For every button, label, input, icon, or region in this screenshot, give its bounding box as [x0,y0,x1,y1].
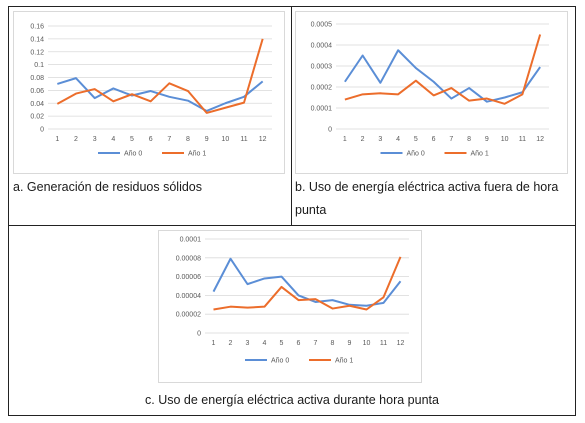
x-tick-label: 11 [380,340,387,347]
chart-c-box: 0 0.00002 0.00004 0.00006 0.00008 0.0001 1 2 3 4 5… [158,230,422,383]
y-tick-label: 0.06 [30,88,44,95]
x-tick-label: 8 [331,340,335,347]
series-line-ano0 [57,77,264,112]
y-tick-label: 0.0001 [180,237,202,244]
x-tick-label: 11 [240,136,247,143]
x-tick-label: 6 [297,340,301,347]
chart-a: 00.020.040.060.080.10.120.140.161 2 3 4 5 6 7 8… [30,24,272,158]
legend-label: Año 0 [271,358,289,365]
y-tick-label: 0.14 [30,36,44,43]
panel-divider-vertical [291,6,292,225]
panel-b: 0 0.0001 0.0002 0.0003 0.0004 0.0005 1 2 3 4 5 6 7 8 9… [291,6,576,225]
chart-b-box: 0 0.0001 0.0002 0.0003 0.0004 0.0005 1 2 3 4 5 6 7 8 9… [295,11,568,174]
y-tick-label: 0.0003 [311,64,333,71]
x-tick-label: 7 [449,136,453,143]
x-tick-label: 7 [167,136,171,143]
x-tick-label: 5 [130,136,134,143]
x-tick-label: 4 [396,136,400,143]
y-tick-label: 0.00002 [176,312,201,319]
x-tick-label: 2 [74,136,78,143]
y-tick-label: 0.04 [30,101,44,108]
x-tick-label: 1 [343,136,347,143]
y-tick-label: 0.1 [34,62,44,69]
series-line-ano1 [344,34,542,105]
x-tick-label: 5 [414,136,418,143]
panel-divider-horizontal [8,225,576,226]
x-tick-label: 4 [111,136,115,143]
x-tick-label: 12 [536,136,544,143]
x-tick-label: 8 [186,136,190,143]
x-tick-label: 5 [280,340,284,347]
x-tick-label: 2 [361,136,365,143]
series-line-ano1 [56,38,264,114]
caption-a: a. Generación de residuos sólidos [13,180,203,194]
panel-c: 0 0.00002 0.00004 0.00006 0.00008 0.0001 1 2 3 4 5… [8,225,576,416]
y-tick-label: 0 [197,331,201,338]
y-tick-label: 0 [328,127,332,134]
y-tick-label: 0.0004 [311,43,333,50]
legend-label: Año 1 [335,358,353,365]
legend-label: Año 1 [471,151,489,158]
x-tick-label: 7 [314,340,318,347]
x-tick-label: 9 [348,340,352,347]
x-tick-label: 8 [467,136,471,143]
y-tick-label: 0.12 [30,49,44,56]
caption-b: b. Uso de energía eléctrica activa fuera… [295,180,559,217]
x-tick-label: 9 [485,136,489,143]
y-tick-label: 0.16 [30,24,44,31]
x-tick-label: 3 [246,340,250,347]
series-line-ano1 [213,256,402,311]
y-tick-label: 0.00008 [176,255,201,262]
legend-label: Año 0 [407,151,425,158]
chart-a-box: 0 0.02 0.04 0.06 0.08 0.1 0.12 0.14 0.16 1 2 3 4 5 6 7 8… [13,11,285,174]
y-tick-label: 0.00004 [176,293,201,300]
figure-frame [8,6,576,416]
x-tick-label: 11 [519,136,526,143]
x-tick-label: 10 [363,340,371,347]
x-tick-label: 10 [501,136,509,143]
y-tick-label: 0.0001 [311,106,333,113]
x-tick-label: 9 [205,136,209,143]
y-tick-label: 0.0005 [311,22,333,29]
x-tick-label: 4 [263,340,267,347]
x-tick-label: 3 [378,136,382,143]
panel-a: 0 0.02 0.04 0.06 0.08 0.1 0.12 0.14 0.16 1 2 3 4 5 6 7 8… [8,6,291,225]
x-tick-label: 12 [397,340,405,347]
y-tick-label: 0.0002 [311,85,333,92]
legend-label: Año 0 [124,151,142,158]
y-tick-label: 0.00006 [176,274,201,281]
y-tick-label: 0.02 [30,114,44,121]
x-tick-label: 3 [93,136,97,143]
y-tick-label: 0.08 [30,75,44,82]
x-tick-label: 10 [221,136,229,143]
x-tick-label: 6 [432,136,436,143]
x-tick-label: 1 [55,136,59,143]
x-tick-label: 6 [149,136,153,143]
legend-label: Año 1 [188,151,206,158]
x-tick-label: 1 [212,340,216,347]
x-tick-label: 2 [229,340,233,347]
x-tick-label: 12 [259,136,267,143]
y-tick-label: 0 [40,127,44,134]
caption-c: c. Uso de energía eléctrica activa duran… [145,393,439,407]
series-line-ano0 [344,49,541,103]
